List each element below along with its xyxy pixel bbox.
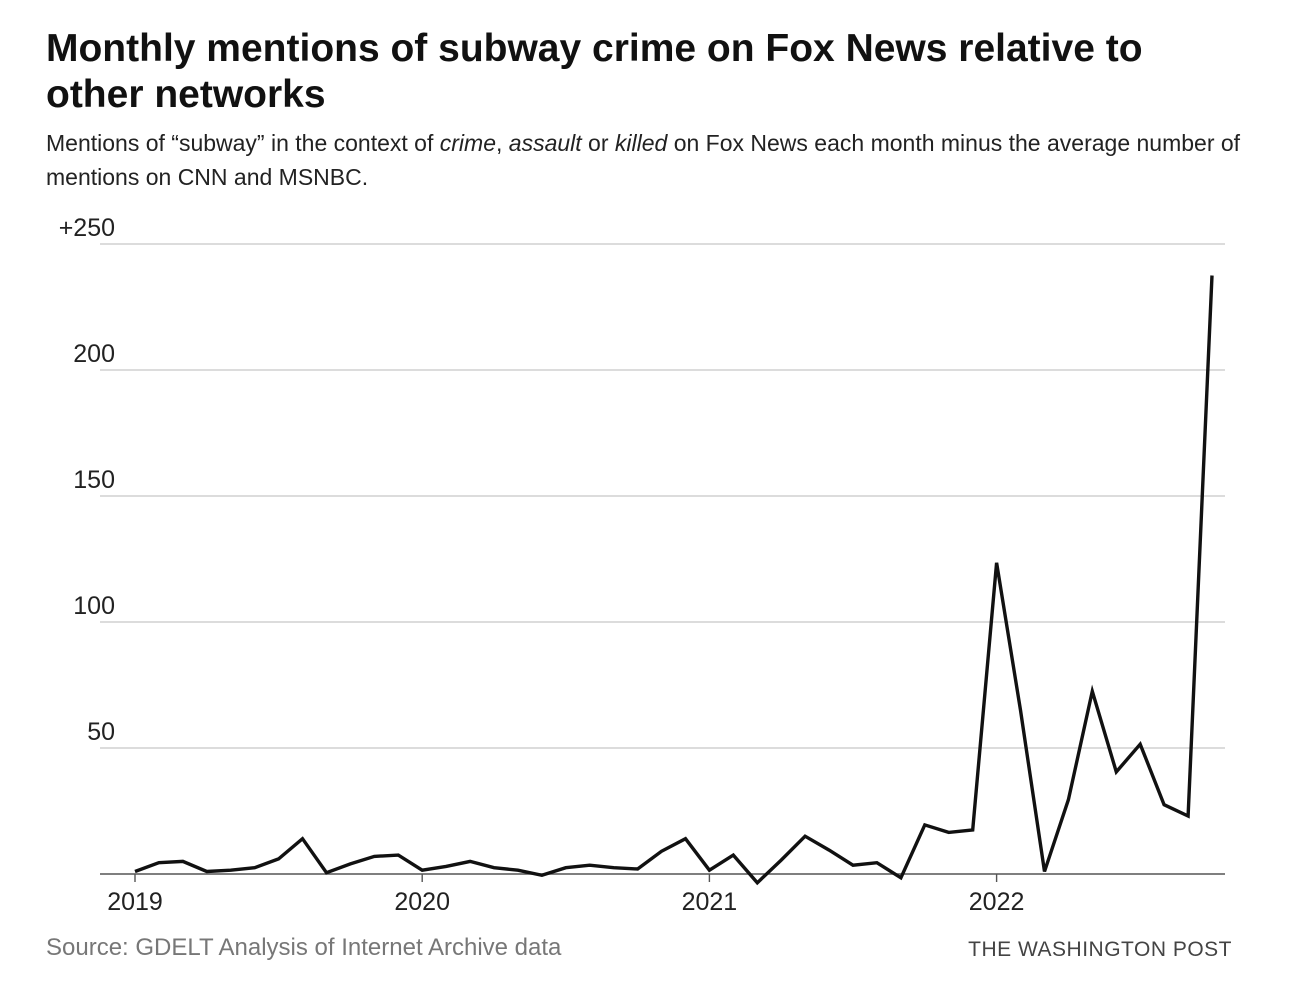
data-point bbox=[994, 560, 999, 565]
subtitle-term-assault: assault bbox=[508, 130, 582, 156]
data-point bbox=[133, 869, 138, 874]
data-point bbox=[1018, 708, 1023, 713]
data-point bbox=[1114, 769, 1119, 774]
data-point bbox=[252, 865, 257, 870]
x-axis-ticks bbox=[134, 874, 998, 882]
y-axis-tick-labels: +250 200 150 100 50 bbox=[59, 214, 115, 746]
y-tick-label: 200 bbox=[73, 340, 115, 368]
subtitle-term-killed: killed bbox=[614, 130, 668, 156]
x-tick-label: 2021 bbox=[682, 888, 738, 916]
y-tick-label: 100 bbox=[73, 592, 115, 620]
data-point bbox=[851, 863, 856, 868]
data-point bbox=[970, 827, 975, 832]
data-point bbox=[228, 868, 233, 873]
x-tick-label: 2019 bbox=[107, 888, 163, 916]
data-point bbox=[611, 865, 616, 870]
data-point bbox=[444, 864, 449, 869]
data-point bbox=[300, 836, 305, 841]
data-point bbox=[922, 822, 927, 827]
data-point bbox=[1090, 689, 1095, 694]
y-tick-label: +250 bbox=[59, 214, 115, 242]
chart-title: Monthly mentions of subway crime on Fox … bbox=[46, 27, 1143, 116]
x-tick-label: 2022 bbox=[969, 888, 1025, 916]
data-point bbox=[1162, 802, 1167, 807]
subtitle-term-crime: crime bbox=[439, 130, 496, 156]
data-point bbox=[1066, 797, 1071, 802]
data-point bbox=[372, 854, 377, 859]
data-point bbox=[731, 853, 736, 858]
publisher-credit: THE WASHINGTON POST bbox=[968, 938, 1232, 961]
series-line-0 bbox=[134, 275, 1214, 886]
data-point bbox=[156, 860, 161, 865]
data-point bbox=[587, 863, 592, 868]
series-group bbox=[133, 273, 1215, 886]
data-point bbox=[204, 869, 209, 874]
data-point bbox=[827, 848, 832, 853]
y-tick-label: 150 bbox=[73, 466, 115, 494]
data-point bbox=[1186, 814, 1191, 819]
data-point bbox=[874, 860, 879, 865]
data-point bbox=[946, 830, 951, 835]
data-point bbox=[803, 834, 808, 839]
data-point bbox=[515, 868, 520, 873]
data-point bbox=[420, 868, 425, 873]
y-tick-label: 50 bbox=[87, 718, 115, 746]
data-point bbox=[635, 867, 640, 872]
chart-subtitle: Mentions of “subway” in the context of c… bbox=[46, 126, 1246, 194]
data-point bbox=[683, 836, 688, 841]
data-point bbox=[755, 880, 760, 885]
subtitle-text: on Fox News each month minus the average… bbox=[46, 130, 1241, 190]
data-point bbox=[707, 868, 712, 873]
data-point bbox=[1042, 869, 1047, 874]
data-point bbox=[348, 861, 353, 866]
data-point bbox=[779, 858, 784, 863]
data-point bbox=[659, 849, 664, 854]
data-point bbox=[1210, 273, 1215, 278]
x-axis-tick-labels: 2019 2020 2021 2022 bbox=[107, 888, 1024, 916]
data-point bbox=[180, 859, 185, 864]
subtitle-text: Mentions of “subway” in the context of bbox=[46, 130, 440, 156]
data-point bbox=[539, 873, 544, 878]
data-point bbox=[468, 859, 473, 864]
gridlines bbox=[100, 243, 1225, 749]
data-point bbox=[276, 856, 281, 861]
data-point bbox=[492, 865, 497, 870]
data-point bbox=[396, 853, 401, 858]
subtitle-separator: or bbox=[581, 130, 615, 156]
subtitle-separator: , bbox=[496, 130, 509, 156]
data-point bbox=[1138, 742, 1143, 747]
data-point bbox=[898, 875, 903, 880]
data-point bbox=[324, 870, 329, 875]
x-tick-label: 2020 bbox=[394, 888, 450, 916]
data-point bbox=[563, 865, 568, 870]
source-note: Source: GDELT Analysis of Internet Archi… bbox=[46, 934, 562, 961]
